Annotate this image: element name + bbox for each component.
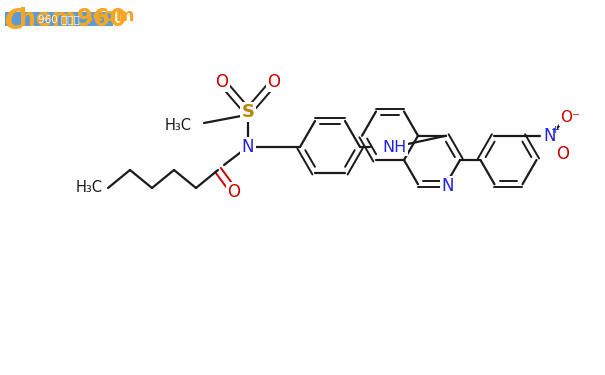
Text: H₃C: H₃C [76, 180, 103, 195]
FancyBboxPatch shape [5, 12, 113, 26]
Text: +: + [551, 125, 560, 135]
Text: C: C [5, 7, 25, 35]
Text: O: O [267, 73, 281, 91]
Text: S: S [241, 103, 255, 121]
Text: N: N [242, 138, 254, 156]
Text: O: O [227, 183, 241, 201]
Text: N: N [442, 177, 454, 195]
Text: O: O [556, 145, 569, 163]
Text: hem960: hem960 [19, 7, 126, 31]
Text: N: N [543, 127, 556, 145]
Text: O: O [215, 73, 229, 91]
Text: .com: .com [86, 7, 134, 25]
Text: 960 化工网: 960 化工网 [38, 14, 80, 24]
Text: H₃C: H₃C [165, 117, 192, 132]
Text: NH: NH [382, 140, 406, 154]
Text: O⁻: O⁻ [560, 110, 580, 125]
